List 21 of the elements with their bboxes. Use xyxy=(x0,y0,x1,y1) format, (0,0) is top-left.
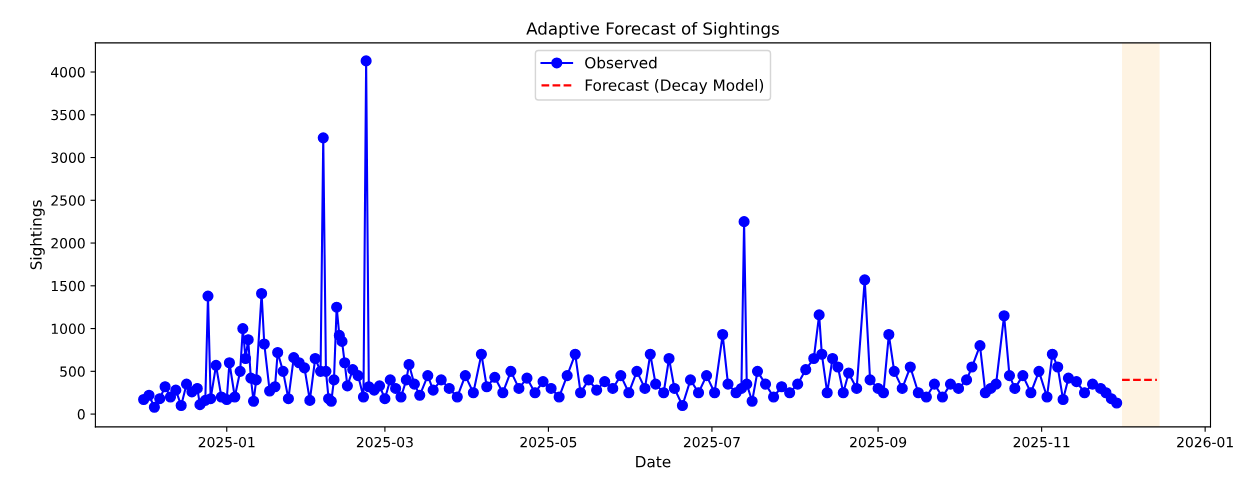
x-tick-label: 2025-07 xyxy=(683,436,740,448)
y-tick-label: 2500 xyxy=(51,195,85,206)
y-tick-label: 0 xyxy=(77,409,85,420)
y-tick-label: 1500 xyxy=(51,280,85,292)
x-tick-label: 2025-05 xyxy=(520,436,577,448)
x-axis-title: Date xyxy=(636,456,671,468)
y-tick-label: 4000 xyxy=(51,66,85,78)
y-tick-label: 3000 xyxy=(51,152,85,163)
y-tick-label: 1000 xyxy=(51,323,85,335)
y-tick-label: 500 xyxy=(60,366,85,377)
y-tick-label: 3500 xyxy=(51,109,85,121)
x-tick-label: 2026-01 xyxy=(1177,436,1233,448)
x-tick-label: 2025-03 xyxy=(356,436,413,448)
legend-label: Observed xyxy=(585,56,657,69)
y-axis-title: Sightings xyxy=(29,200,45,270)
x-tick-label: 2025-11 xyxy=(1013,436,1070,448)
legend-label: Forecast (Decay Model) xyxy=(585,79,764,94)
x-tick-label: 2025-01 xyxy=(198,436,255,448)
chart-title: Adaptive Forecast of Sightings xyxy=(526,21,779,39)
x-tick-label: 2025-09 xyxy=(850,436,907,448)
y-tick-label: 2000 xyxy=(51,238,85,249)
